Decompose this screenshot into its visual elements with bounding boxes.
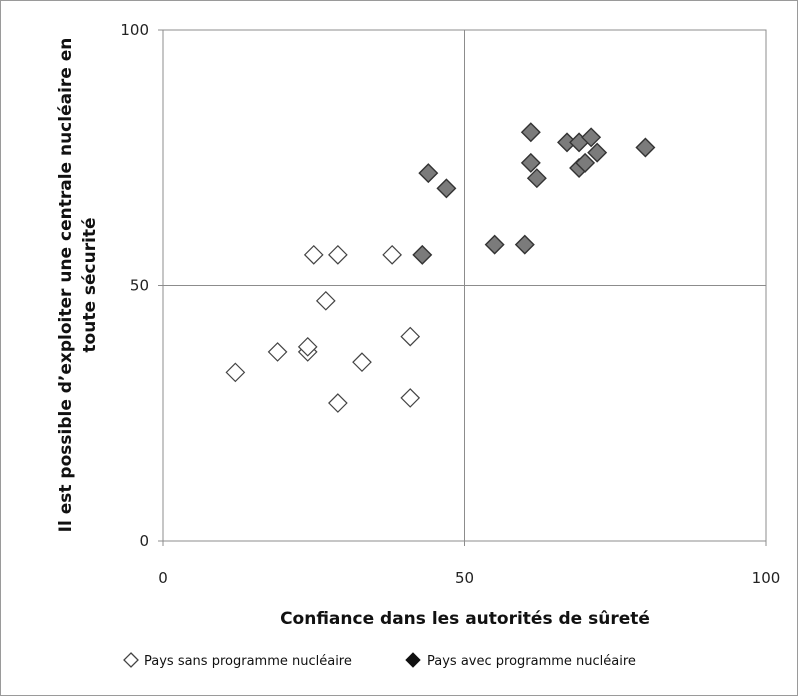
x-axis-ticks: 0 50 100 bbox=[158, 541, 780, 587]
point-with-program bbox=[587, 142, 608, 163]
legend-marker-open-diamond bbox=[123, 652, 139, 668]
point-with-program bbox=[412, 244, 433, 265]
x-tick-label: 100 bbox=[752, 569, 781, 587]
legend-item-with-program: Pays avec programme nucléaire bbox=[405, 652, 636, 669]
y-axis-title-line-2: toute sécurité bbox=[80, 217, 100, 352]
point-without-program bbox=[328, 244, 348, 265]
legend-item-without-program: Pays sans programme nucléaire bbox=[123, 652, 352, 669]
x-tick-label: 0 bbox=[158, 569, 168, 587]
point-with-program bbox=[484, 234, 505, 255]
point-without-program bbox=[400, 326, 421, 347]
point-without-program bbox=[315, 290, 336, 311]
point-without-program bbox=[382, 244, 402, 265]
point-without-program bbox=[303, 244, 324, 265]
point-with-program bbox=[581, 127, 602, 148]
data-points bbox=[225, 122, 656, 413]
point-with-program bbox=[520, 122, 541, 143]
legend: Pays sans programme nucléaire Pays avec … bbox=[123, 652, 636, 669]
y-tick-label: 50 bbox=[130, 277, 149, 295]
point-without-program bbox=[328, 393, 348, 413]
point-with-program bbox=[575, 152, 596, 173]
x-tick-label: 50 bbox=[455, 569, 474, 587]
point-with-program bbox=[526, 168, 547, 189]
point-without-program bbox=[400, 388, 421, 408]
point-without-program bbox=[297, 336, 318, 357]
legend-marker-filled-diamond bbox=[405, 652, 421, 668]
point-with-program bbox=[514, 234, 535, 255]
point-with-program bbox=[635, 137, 656, 158]
y-tick-label: 100 bbox=[120, 21, 149, 39]
point-with-program bbox=[520, 152, 541, 173]
point-without-program bbox=[267, 342, 288, 362]
x-axis-title: Confiance dans les autorités de sûreté bbox=[280, 609, 650, 629]
point-with-program bbox=[436, 178, 457, 199]
legend-label-without-program: Pays sans programme nucléaire bbox=[144, 654, 352, 669]
point-with-program bbox=[418, 163, 439, 184]
y-axis-title-line-1: Il est possible d’exploiter une centrale… bbox=[56, 38, 76, 533]
legend-label-with-program: Pays avec programme nucléaire bbox=[427, 654, 636, 669]
plot-area bbox=[162, 29, 767, 542]
point-without-program bbox=[225, 362, 246, 383]
y-axis-title: Il est possible d’exploiter une centrale… bbox=[56, 38, 100, 533]
y-axis-ticks: 0 50 100 bbox=[120, 21, 163, 550]
y-tick-label: 0 bbox=[139, 532, 149, 550]
point-without-program bbox=[352, 352, 372, 372]
